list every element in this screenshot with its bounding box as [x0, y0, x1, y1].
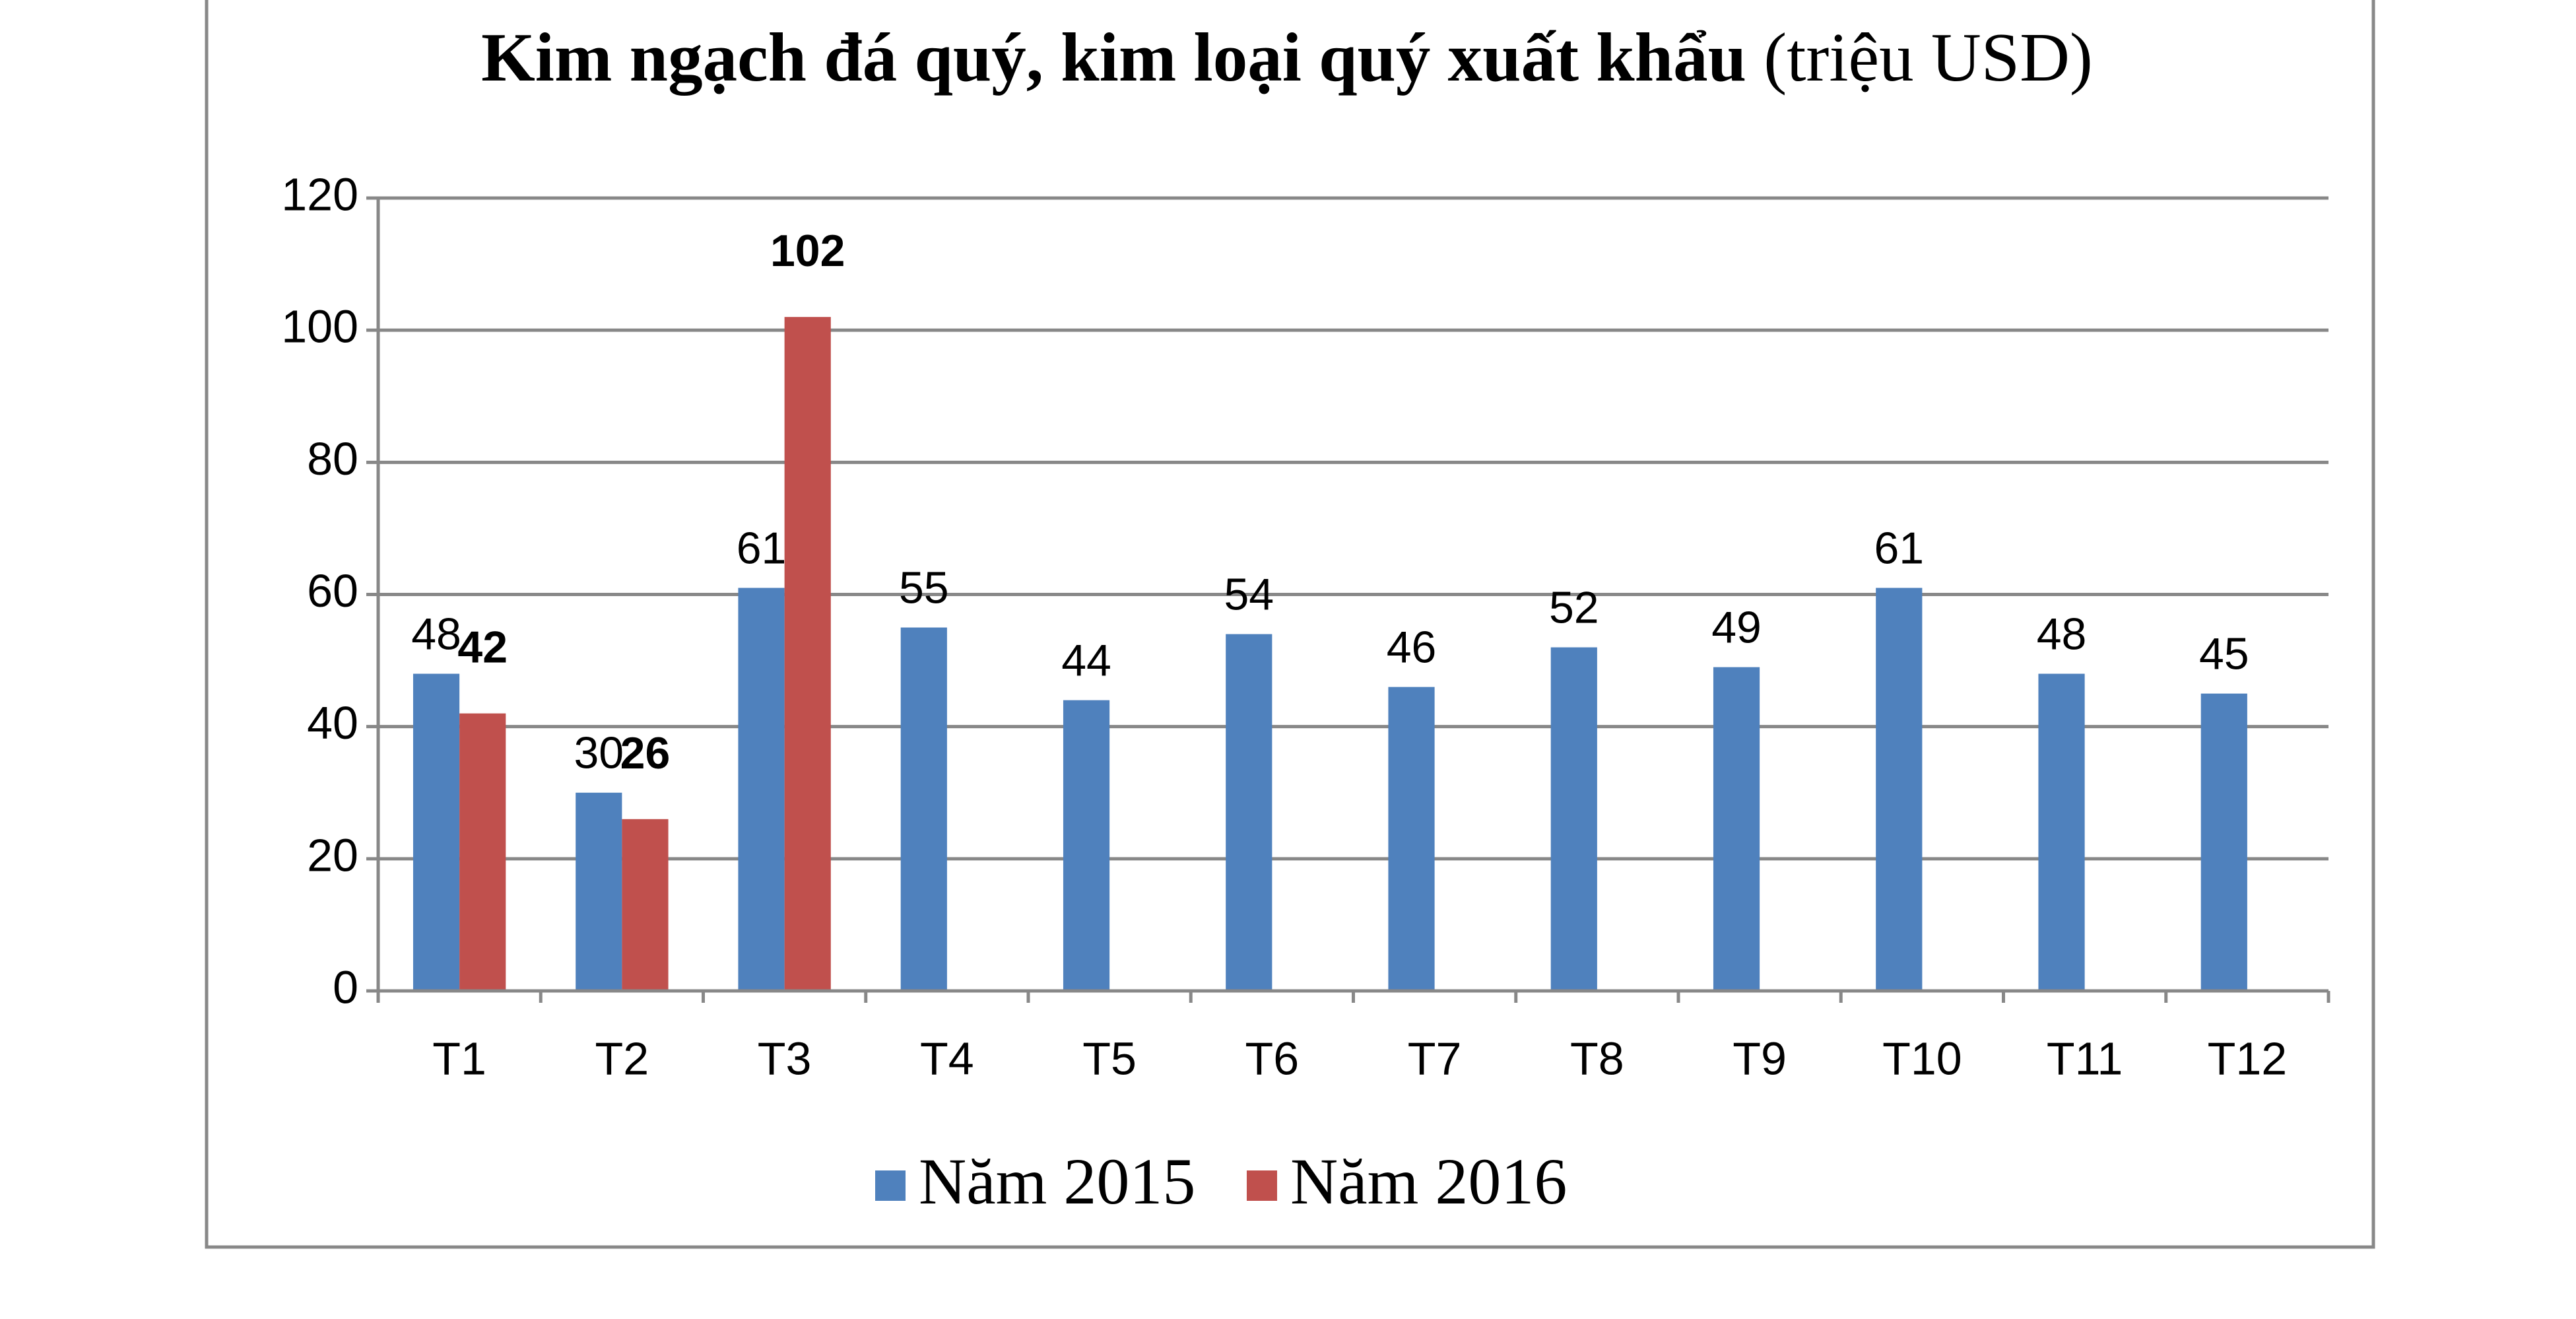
value-label: 26	[620, 728, 671, 778]
bar	[738, 588, 785, 991]
bar	[784, 317, 831, 991]
value-label: 45	[2199, 629, 2249, 679]
x-tick-label: T6	[1245, 1032, 1300, 1084]
x-tick-label: T8	[1570, 1032, 1624, 1084]
chart-title-block: Kim ngạch đá quý, kim loại quý xuất khẩu…	[455, 12, 2119, 102]
x-tick-label: T11	[2047, 1032, 2123, 1084]
bar	[1550, 647, 1597, 991]
x-tick-label: T5	[1082, 1032, 1137, 1084]
y-tick-label: 40	[307, 697, 358, 749]
bar	[459, 713, 506, 991]
x-tick-label: T4	[920, 1032, 974, 1084]
bar	[1713, 667, 1760, 991]
x-tick-label: T7	[1408, 1032, 1462, 1084]
value-label: 46	[1387, 623, 1437, 673]
bar	[1063, 700, 1110, 991]
x-tick-label: T3	[758, 1032, 812, 1084]
bar	[413, 673, 460, 991]
y-tick-label: 0	[333, 961, 358, 1013]
bar	[622, 819, 669, 991]
y-tick-label: 20	[307, 829, 358, 881]
bar	[900, 627, 947, 991]
value-label: 48	[411, 609, 461, 660]
legend-swatch	[875, 1170, 906, 1201]
bar	[2200, 693, 2247, 991]
legend-label: Năm 2016	[1290, 1145, 1567, 1218]
y-tick-label: 120	[281, 168, 358, 220]
x-tick-label: T9	[1733, 1032, 1787, 1084]
legend-label: Năm 2015	[919, 1145, 1195, 1218]
value-label: 61	[1874, 523, 1924, 573]
bar	[1388, 687, 1435, 991]
x-tick-label: T10	[1882, 1032, 1962, 1084]
value-label: 48	[2037, 609, 2087, 660]
bar	[576, 792, 622, 991]
x-tick-label: T1	[432, 1032, 486, 1084]
bar	[2038, 673, 2085, 991]
chart-title: Kim ngạch đá quý, kim loại quý xuất khẩu	[481, 18, 1746, 96]
x-tick-label: T2	[595, 1032, 649, 1084]
value-label: 61	[737, 523, 787, 573]
chart-subtitle: (triệu USD)	[1764, 18, 2093, 96]
y-tick-label: 60	[307, 565, 358, 617]
bar	[1876, 588, 1923, 991]
value-label: 55	[899, 563, 949, 613]
bar	[1226, 634, 1272, 991]
value-label: 44	[1061, 636, 1111, 686]
value-label: 52	[1549, 583, 1599, 633]
value-label: 49	[1711, 603, 1762, 653]
legend-swatch	[1247, 1170, 1277, 1201]
x-tick-label: T12	[2208, 1032, 2288, 1084]
value-label: 54	[1224, 570, 1274, 620]
value-label: 42	[457, 623, 508, 673]
value-label: 102	[770, 226, 845, 276]
chart-frame	[205, 0, 2375, 1249]
y-tick-label: 100	[281, 301, 358, 353]
y-tick-label: 80	[307, 433, 358, 485]
value-label: 30	[574, 728, 624, 778]
